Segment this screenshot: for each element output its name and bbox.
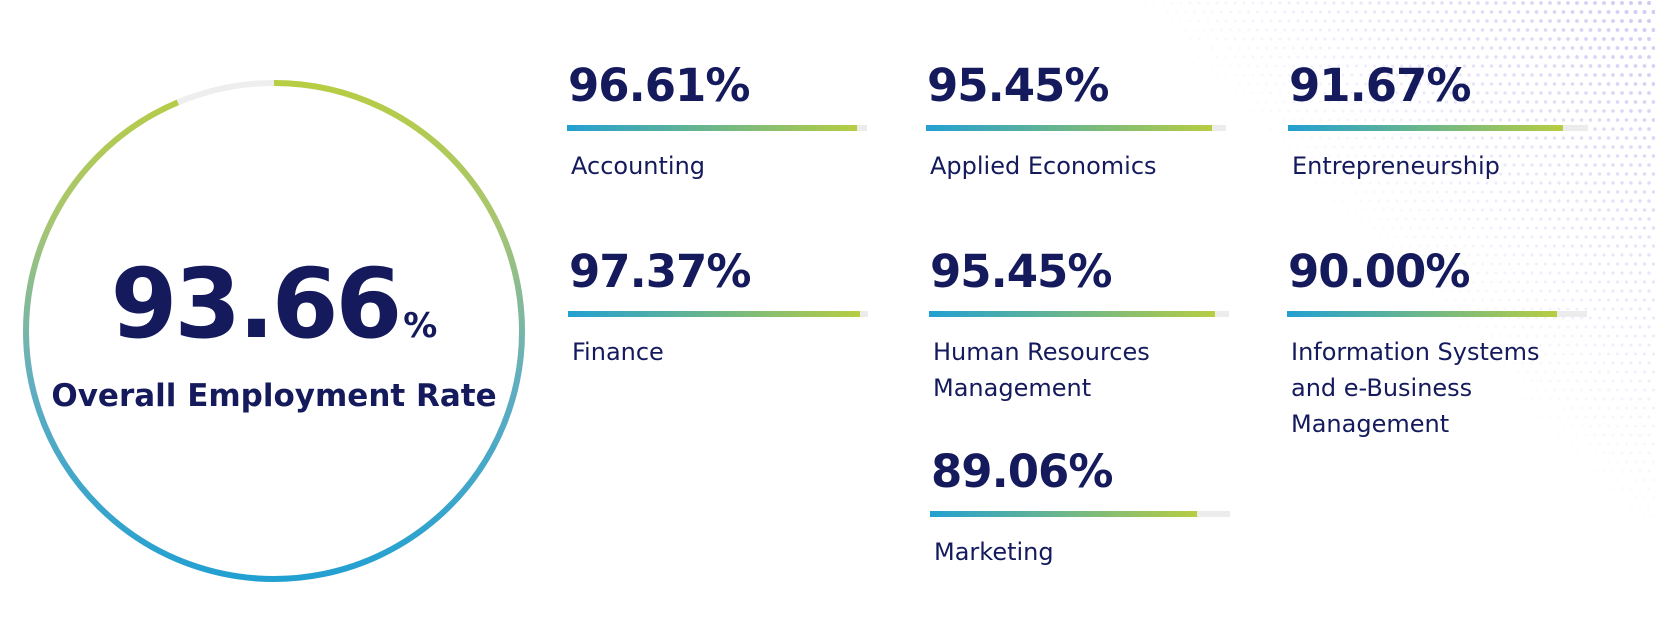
progress-track: [1288, 125, 1588, 131]
stat-human-resources-management: 95.45% Human Resources Management: [929, 249, 1229, 406]
stat-label: Human Resources Management: [933, 338, 1150, 402]
stat-label: Information Systems and e-Business Manag…: [1291, 338, 1540, 438]
progress-track: [568, 311, 868, 317]
overall-rate-value: 93.66%: [110, 248, 438, 360]
overall-rate-label: Overall Employment Rate: [51, 378, 497, 414]
stat-value: 97.37%: [569, 245, 751, 298]
progress-fill: [567, 125, 857, 131]
progress-track: [926, 125, 1226, 131]
stat-applied-economics: 95.45% Applied Economics: [926, 63, 1226, 184]
stat-value: 96.61%: [568, 59, 750, 112]
stat-label: Marketing: [934, 538, 1054, 566]
stat-value: 90.00%: [1288, 245, 1470, 298]
progress-track: [929, 311, 1229, 317]
progress-fill: [568, 311, 861, 317]
stat-accounting: 96.61% Accounting: [567, 63, 867, 184]
progress-fill: [930, 511, 1198, 517]
stat-value: 89.06%: [931, 445, 1113, 498]
stat-value: 95.45%: [930, 245, 1112, 298]
progress-track: [930, 511, 1230, 517]
progress-fill: [1287, 311, 1557, 317]
stat-label: Applied Economics: [930, 152, 1157, 180]
stat-value: 91.67%: [1289, 59, 1471, 112]
overall-rate-widget: 93.66% Overall Employment Rate: [0, 0, 560, 624]
stat-label: Entrepreneurship: [1292, 152, 1500, 180]
progress-track: [1287, 311, 1587, 317]
stat-entrepreneurship: 91.67% Entrepreneurship: [1288, 63, 1588, 184]
stat-value: 95.45%: [927, 59, 1109, 112]
progress-fill: [1288, 125, 1563, 131]
stat-information-systems: 90.00% Information Systems and e-Busines…: [1287, 249, 1587, 442]
stat-finance: 97.37% Finance: [568, 249, 868, 370]
overall-rate-ring: [23, 80, 525, 582]
ring-progress-arc: [23, 80, 525, 582]
stat-label: Finance: [572, 338, 664, 366]
progress-track: [567, 125, 867, 131]
progress-fill: [929, 311, 1216, 317]
stat-label: Accounting: [571, 152, 706, 180]
progress-fill: [926, 125, 1213, 131]
stat-marketing: 89.06% Marketing: [930, 449, 1230, 570]
